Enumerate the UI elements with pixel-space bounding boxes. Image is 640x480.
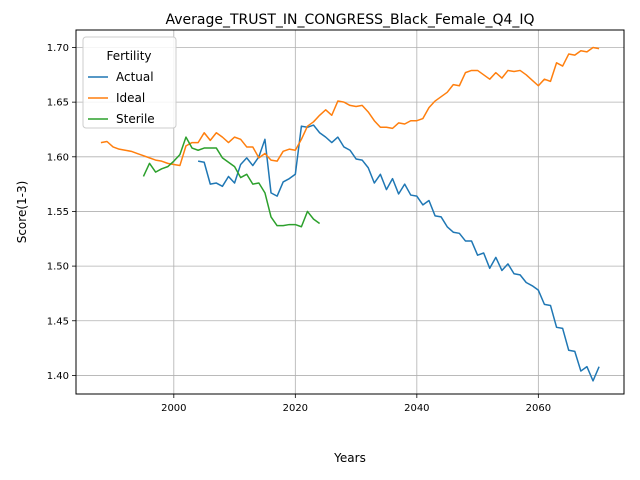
y-tick-label: 1.40 [47, 371, 69, 382]
y-tick-label: 1.45 [47, 316, 69, 327]
x-axis-label: Years [333, 451, 366, 465]
y-tick-label: 1.55 [47, 207, 69, 218]
legend-label-ideal: Ideal [116, 91, 145, 105]
x-tick-label: 2040 [404, 403, 429, 414]
x-tick-label: 2020 [283, 403, 308, 414]
y-axis-label: Score(1-3) [15, 181, 29, 244]
y-tick-label: 1.70 [47, 43, 69, 54]
x-axis-ticks: 2000 2020 2040 2060 [161, 394, 551, 414]
legend-box [82, 36, 177, 129]
y-tick-label: 1.50 [47, 262, 69, 273]
series-line-ideal [100, 46, 600, 167]
y-tick-label: 1.60 [47, 152, 69, 163]
series-line-actual [197, 124, 600, 382]
legend-title: Fertility [106, 49, 151, 63]
legend-label-actual: Actual [116, 70, 154, 84]
grid-lines [76, 30, 624, 394]
legend-entries: Actual Ideal Sterile [88, 70, 155, 126]
x-tick-label: 2060 [526, 403, 551, 414]
plot-frame [75, 29, 625, 395]
legend-label-sterile: Sterile [116, 112, 155, 126]
legend: Fertility Actual Ideal Sterile [82, 36, 177, 129]
y-tick-label: 1.65 [47, 98, 69, 109]
series-lines [100, 46, 600, 382]
chart-title: Average_TRUST_IN_CONGRESS_Black_Female_Q… [165, 12, 534, 28]
series-line-sterile [142, 136, 321, 228]
y-axis-ticks: 1.40 1.45 1.50 1.55 1.60 1.65 1.70 [47, 43, 76, 382]
x-tick-label: 2000 [161, 403, 186, 414]
